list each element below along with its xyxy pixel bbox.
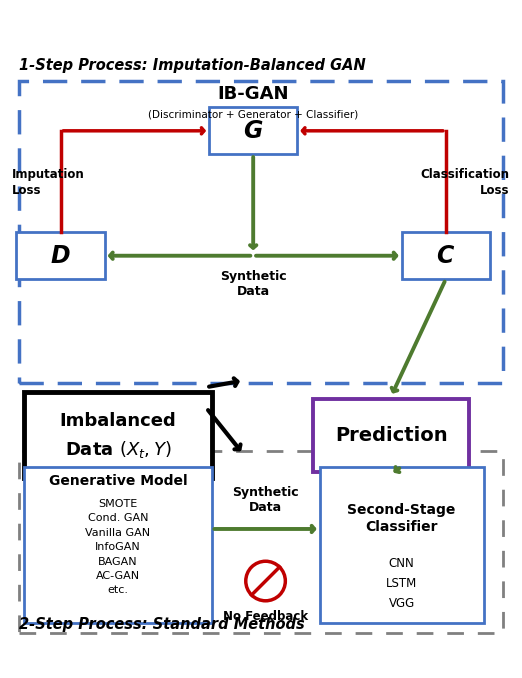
Text: IB-GAN: IB-GAN xyxy=(218,85,289,103)
Text: $\mathbfit{D}$: $\mathbfit{D}$ xyxy=(50,243,71,268)
Text: 2-Step Process: Standard Methods: 2-Step Process: Standard Methods xyxy=(19,616,305,631)
FancyBboxPatch shape xyxy=(24,466,211,622)
FancyBboxPatch shape xyxy=(16,233,105,279)
FancyBboxPatch shape xyxy=(319,466,483,622)
Text: SMOTE
Cond. GAN
Vanilla GAN
InfoGAN
BAGAN
AC-GAN
etc.: SMOTE Cond. GAN Vanilla GAN InfoGAN BAGA… xyxy=(85,499,150,595)
FancyBboxPatch shape xyxy=(209,107,298,154)
FancyBboxPatch shape xyxy=(401,233,490,279)
Text: Imputation
Loss: Imputation Loss xyxy=(12,168,85,197)
FancyBboxPatch shape xyxy=(19,81,503,383)
Text: No Feedback: No Feedback xyxy=(223,610,308,623)
Text: Generative Model: Generative Model xyxy=(49,474,187,488)
FancyBboxPatch shape xyxy=(313,399,469,472)
Text: Second-Stage
Classifier: Second-Stage Classifier xyxy=(347,503,456,534)
Text: (Discriminator + Generator + Classifier): (Discriminator + Generator + Classifier) xyxy=(148,109,358,119)
FancyBboxPatch shape xyxy=(19,451,503,633)
Text: Classification
Loss: Classification Loss xyxy=(421,168,510,197)
Text: $\mathbfit{G}$: $\mathbfit{G}$ xyxy=(243,119,264,143)
Text: Imbalanced: Imbalanced xyxy=(60,412,176,430)
Text: $\mathbfit{C}$: $\mathbfit{C}$ xyxy=(436,243,455,268)
Text: Synthetic
Data: Synthetic Data xyxy=(220,270,287,298)
Text: 1-Step Process: Imputation-Balanced GAN: 1-Step Process: Imputation-Balanced GAN xyxy=(19,58,366,73)
Text: Prediction: Prediction xyxy=(335,426,447,445)
Text: CNN
LSTM
VGG: CNN LSTM VGG xyxy=(386,557,417,610)
Text: Data $(X_t, Y)$: Data $(X_t, Y)$ xyxy=(65,439,171,460)
FancyBboxPatch shape xyxy=(24,393,211,478)
Text: Synthetic
Data: Synthetic Data xyxy=(232,486,299,515)
